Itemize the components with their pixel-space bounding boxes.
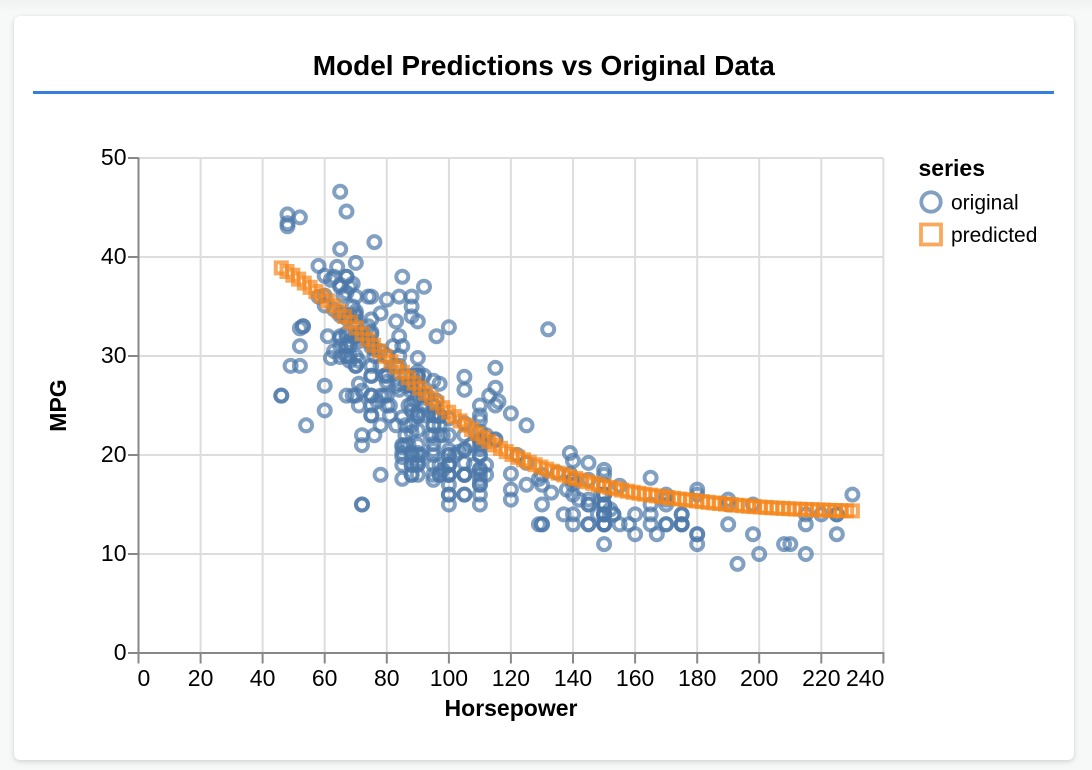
- svg-text:40: 40: [250, 665, 276, 691]
- svg-text:200: 200: [740, 665, 778, 691]
- svg-text:20: 20: [188, 665, 214, 691]
- svg-text:180: 180: [678, 665, 716, 691]
- svg-text:predicted: predicted: [951, 224, 1037, 247]
- svg-text:MPG: MPG: [45, 379, 71, 431]
- svg-text:Horsepower: Horsepower: [445, 695, 578, 721]
- svg-text:10: 10: [101, 540, 127, 566]
- svg-text:240: 240: [846, 665, 884, 691]
- svg-text:80: 80: [374, 665, 400, 691]
- svg-text:160: 160: [616, 665, 654, 691]
- svg-text:original: original: [951, 192, 1019, 215]
- svg-text:0: 0: [138, 665, 151, 691]
- svg-text:120: 120: [492, 665, 530, 691]
- svg-text:100: 100: [430, 665, 468, 691]
- svg-text:40: 40: [101, 243, 127, 269]
- svg-text:30: 30: [101, 342, 127, 368]
- svg-text:50: 50: [101, 144, 127, 170]
- svg-text:series: series: [919, 155, 986, 181]
- svg-text:0: 0: [114, 639, 127, 665]
- svg-text:140: 140: [554, 665, 592, 691]
- svg-text:60: 60: [312, 665, 338, 691]
- svg-text:20: 20: [101, 441, 127, 467]
- svg-text:220: 220: [802, 665, 840, 691]
